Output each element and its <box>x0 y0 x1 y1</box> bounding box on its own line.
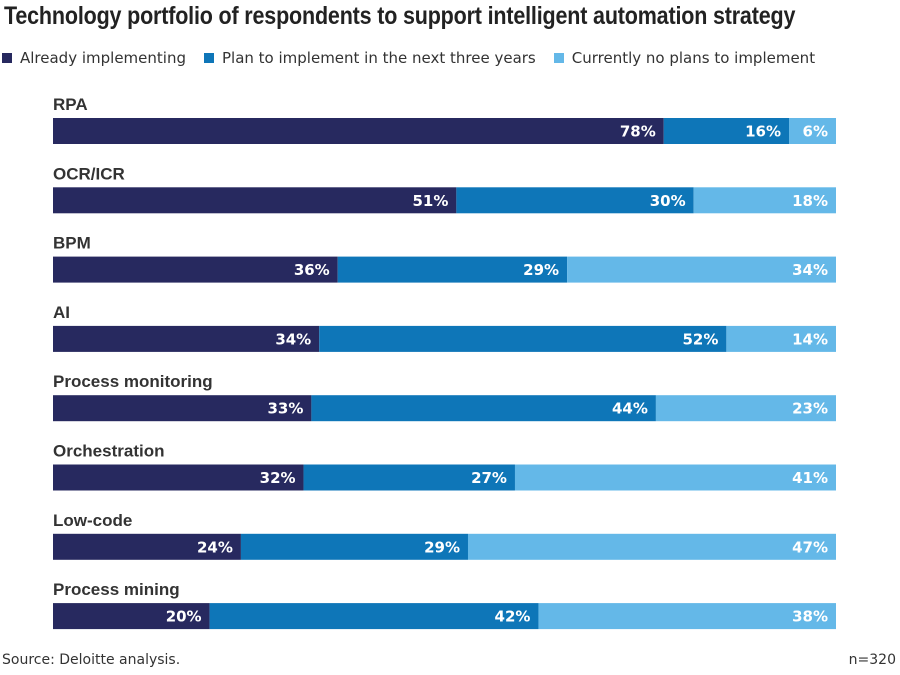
bar-row-ocr-icr: OCR/ICR 51% 30% 18% <box>53 164 836 214</box>
bar-segment-none <box>655 395 836 422</box>
bar-segment-already <box>53 395 312 422</box>
legend-item-none: Currently no plans to implement <box>553 49 816 67</box>
bar-segment-none <box>514 464 836 491</box>
legend-swatch-already <box>2 53 12 63</box>
data-label-already: 34% <box>275 330 311 348</box>
bar-segment-none <box>789 118 836 144</box>
chart-title: Technology portfolio of respondents to s… <box>4 2 796 30</box>
bar-segment-already <box>53 533 241 560</box>
bar-segment-plan <box>456 187 694 214</box>
bar-segment-plan <box>240 533 468 560</box>
data-label-plan: 29% <box>424 538 460 556</box>
legend-swatch-plan <box>203 53 214 63</box>
data-label-none: 47% <box>792 538 828 556</box>
data-label-already: 33% <box>267 400 303 418</box>
legend-item-plan: Plan to implement in the next three year… <box>203 49 536 67</box>
bar-segment-already <box>53 187 457 214</box>
data-label-none: 41% <box>792 469 828 487</box>
bar-row-orchestration: Orchestration 32% 27% 41% <box>53 442 836 491</box>
bar-segment-plan <box>209 603 539 630</box>
bar-segment-plan <box>303 464 515 491</box>
data-label-plan: 16% <box>745 123 781 141</box>
bar-row-rpa: RPA 78% 16% 6% <box>53 95 836 144</box>
bar-segment-already <box>53 464 304 491</box>
data-label-already: 24% <box>197 538 233 556</box>
data-label-none: 23% <box>792 400 828 418</box>
bar-row-process-monitoring: Process monitoring 33% 44% 23% <box>53 372 836 422</box>
legend-swatch-none <box>553 53 564 63</box>
category-label: Process mining <box>53 580 180 599</box>
data-label-already: 36% <box>294 261 330 279</box>
source-note: Source: Deloitte analysis. <box>2 652 181 668</box>
data-label-plan: 44% <box>612 400 648 418</box>
category-label: AI <box>53 303 70 322</box>
category-label: BPM <box>53 234 91 253</box>
bar-row-bpm: BPM 36% 29% 34% <box>53 234 836 283</box>
data-label-already: 20% <box>166 608 202 626</box>
chart-legend: Already implementing Plan to implement i… <box>2 47 815 69</box>
bar-segment-none <box>567 256 836 283</box>
bar-row-ai: AI 34% 52% 14% <box>53 303 836 352</box>
sample-size: n=320 <box>848 652 896 668</box>
data-label-none: 14% <box>792 330 828 348</box>
bar-row-low-code: Low-code 24% 29% 47% <box>53 511 836 560</box>
bar-segment-none <box>726 325 836 352</box>
data-label-plan: 52% <box>682 330 718 348</box>
data-label-plan: 29% <box>523 261 559 279</box>
data-label-already: 51% <box>412 192 448 210</box>
data-label-already: 32% <box>260 469 296 487</box>
legend-label-none: Currently no plans to implement <box>571 49 816 67</box>
data-label-already: 78% <box>620 123 656 141</box>
category-label: RPA <box>53 95 88 114</box>
data-label-none: 18% <box>792 192 828 210</box>
bar-segment-already <box>53 256 338 283</box>
bar-segment-plan <box>663 118 790 144</box>
bar-segment-plan <box>337 256 568 283</box>
data-label-plan: 30% <box>650 192 686 210</box>
bar-segment-plan <box>311 395 656 422</box>
category-label: OCR/ICR <box>53 164 125 183</box>
category-label: Process monitoring <box>53 372 213 391</box>
data-label-none: 34% <box>792 261 828 279</box>
category-label: Low-code <box>53 511 132 530</box>
bar-segment-already <box>53 603 210 630</box>
bar-segment-none <box>538 603 836 630</box>
data-label-none: 38% <box>792 608 828 626</box>
data-label-plan: 42% <box>495 608 531 626</box>
bar-segment-none <box>467 533 836 560</box>
legend-label-plan: Plan to implement in the next three year… <box>221 49 536 67</box>
legend-item-already: Already implementing <box>2 49 186 67</box>
bar-segment-already <box>53 325 320 352</box>
bar-segment-none <box>693 187 836 214</box>
bar-row-process-mining: Process mining 20% 42% 38% <box>53 580 836 630</box>
data-label-none: 6% <box>803 123 828 141</box>
bar-segment-already <box>53 118 664 144</box>
legend-label-already: Already implementing <box>20 49 186 67</box>
bar-segment-plan <box>319 325 727 352</box>
category-label: Orchestration <box>53 442 164 461</box>
data-label-plan: 27% <box>471 469 507 487</box>
